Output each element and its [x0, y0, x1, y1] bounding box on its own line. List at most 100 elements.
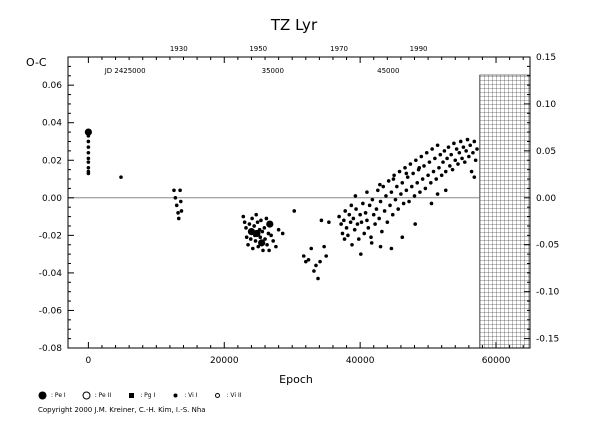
data-point — [266, 231, 271, 236]
data-point — [388, 203, 392, 208]
data-point — [86, 171, 91, 176]
y-tick-label: 0.04 — [42, 119, 62, 129]
data-point — [409, 184, 414, 189]
data-point — [405, 175, 410, 179]
data-point — [385, 220, 390, 225]
data-point — [119, 175, 123, 179]
data-point — [403, 165, 407, 170]
data-point — [354, 207, 358, 211]
data-point — [378, 199, 383, 204]
data-point — [174, 203, 179, 208]
data-point — [460, 156, 464, 161]
data-point — [306, 257, 311, 262]
data-point — [352, 227, 357, 232]
x-tick-label: 60000 — [482, 356, 511, 366]
data-point — [261, 248, 265, 253]
data-point — [248, 237, 253, 241]
data-point — [303, 259, 308, 264]
data-point — [367, 203, 372, 208]
data-point — [343, 209, 348, 213]
data-point — [176, 211, 180, 215]
data-point — [365, 218, 369, 223]
x-tick-label: 0 — [86, 356, 92, 366]
data-point — [340, 231, 345, 236]
data-point — [258, 235, 263, 240]
data-point — [176, 216, 181, 221]
data-point — [292, 209, 297, 213]
data-point — [86, 160, 91, 164]
data-point — [422, 164, 426, 168]
data-point — [429, 180, 433, 185]
data-point — [400, 235, 405, 240]
data-point — [344, 226, 349, 230]
data-point — [391, 177, 396, 181]
data-point — [381, 184, 386, 189]
plot-frame — [67, 56, 531, 349]
data-point — [419, 154, 424, 159]
legend-label: : Pg I — [140, 392, 156, 399]
data-point — [454, 147, 459, 151]
data-point — [262, 226, 267, 230]
data-point — [86, 156, 91, 161]
y2-tick-label: 0.00 — [536, 194, 556, 204]
year-label: 1930 — [170, 45, 188, 53]
data-point — [259, 218, 263, 223]
data-point — [423, 186, 428, 191]
data-point — [359, 220, 364, 225]
jd-label: 35000 — [262, 67, 284, 75]
data-point — [346, 233, 350, 238]
data-point — [351, 216, 356, 221]
axis-ticks — [68, 56, 530, 349]
data-point — [342, 218, 346, 223]
data-point — [400, 180, 405, 185]
data-point — [471, 150, 475, 155]
data-point — [441, 160, 445, 164]
data-point — [358, 212, 362, 217]
legend-item: : Vi II — [213, 391, 242, 400]
data-point — [472, 139, 477, 144]
data-point — [435, 192, 440, 196]
data-point — [397, 169, 402, 174]
year-label: 1950 — [249, 45, 267, 53]
data-point — [415, 180, 420, 185]
data-point — [280, 231, 285, 236]
data-point — [377, 216, 381, 221]
data-point — [437, 165, 441, 170]
data-point — [349, 203, 354, 208]
legend-item: : Pe II — [82, 391, 111, 400]
data-point — [86, 134, 91, 138]
data-point — [430, 147, 434, 151]
data-point — [404, 171, 409, 176]
data-point — [178, 199, 183, 204]
y-tick-label: -0.06 — [39, 306, 63, 316]
data-point — [376, 188, 380, 193]
y-tick-label: -0.04 — [39, 269, 63, 279]
data-point — [246, 242, 250, 247]
data-point — [408, 162, 413, 166]
data-point — [456, 162, 460, 166]
y-tick-label: 0.00 — [42, 194, 62, 204]
legend-label: : Pe I — [51, 392, 66, 399]
data-point — [469, 169, 474, 174]
data-point — [382, 209, 387, 213]
data-point — [467, 154, 471, 159]
data-point — [443, 188, 448, 193]
data-point — [253, 239, 258, 243]
legend-label: : Vi II — [226, 392, 242, 399]
data-point — [389, 246, 394, 251]
data-point — [242, 220, 247, 225]
legend-symbol-icon — [129, 393, 135, 398]
data-point — [173, 196, 178, 200]
data-point — [347, 212, 352, 217]
data-point — [369, 235, 373, 240]
tick-labels: 0.06 0.04 0.02 0.00 -0.02 -0.04 -0.06 -0.08 0.15… — [39, 45, 560, 366]
data-point — [427, 160, 432, 164]
data-point — [339, 222, 343, 226]
data-point — [274, 244, 278, 249]
legend-label: : Vi I — [184, 392, 198, 399]
data-point — [363, 211, 368, 215]
data-point — [453, 158, 458, 163]
data-point — [407, 199, 411, 204]
data-point — [433, 156, 437, 161]
data-point — [431, 169, 436, 174]
